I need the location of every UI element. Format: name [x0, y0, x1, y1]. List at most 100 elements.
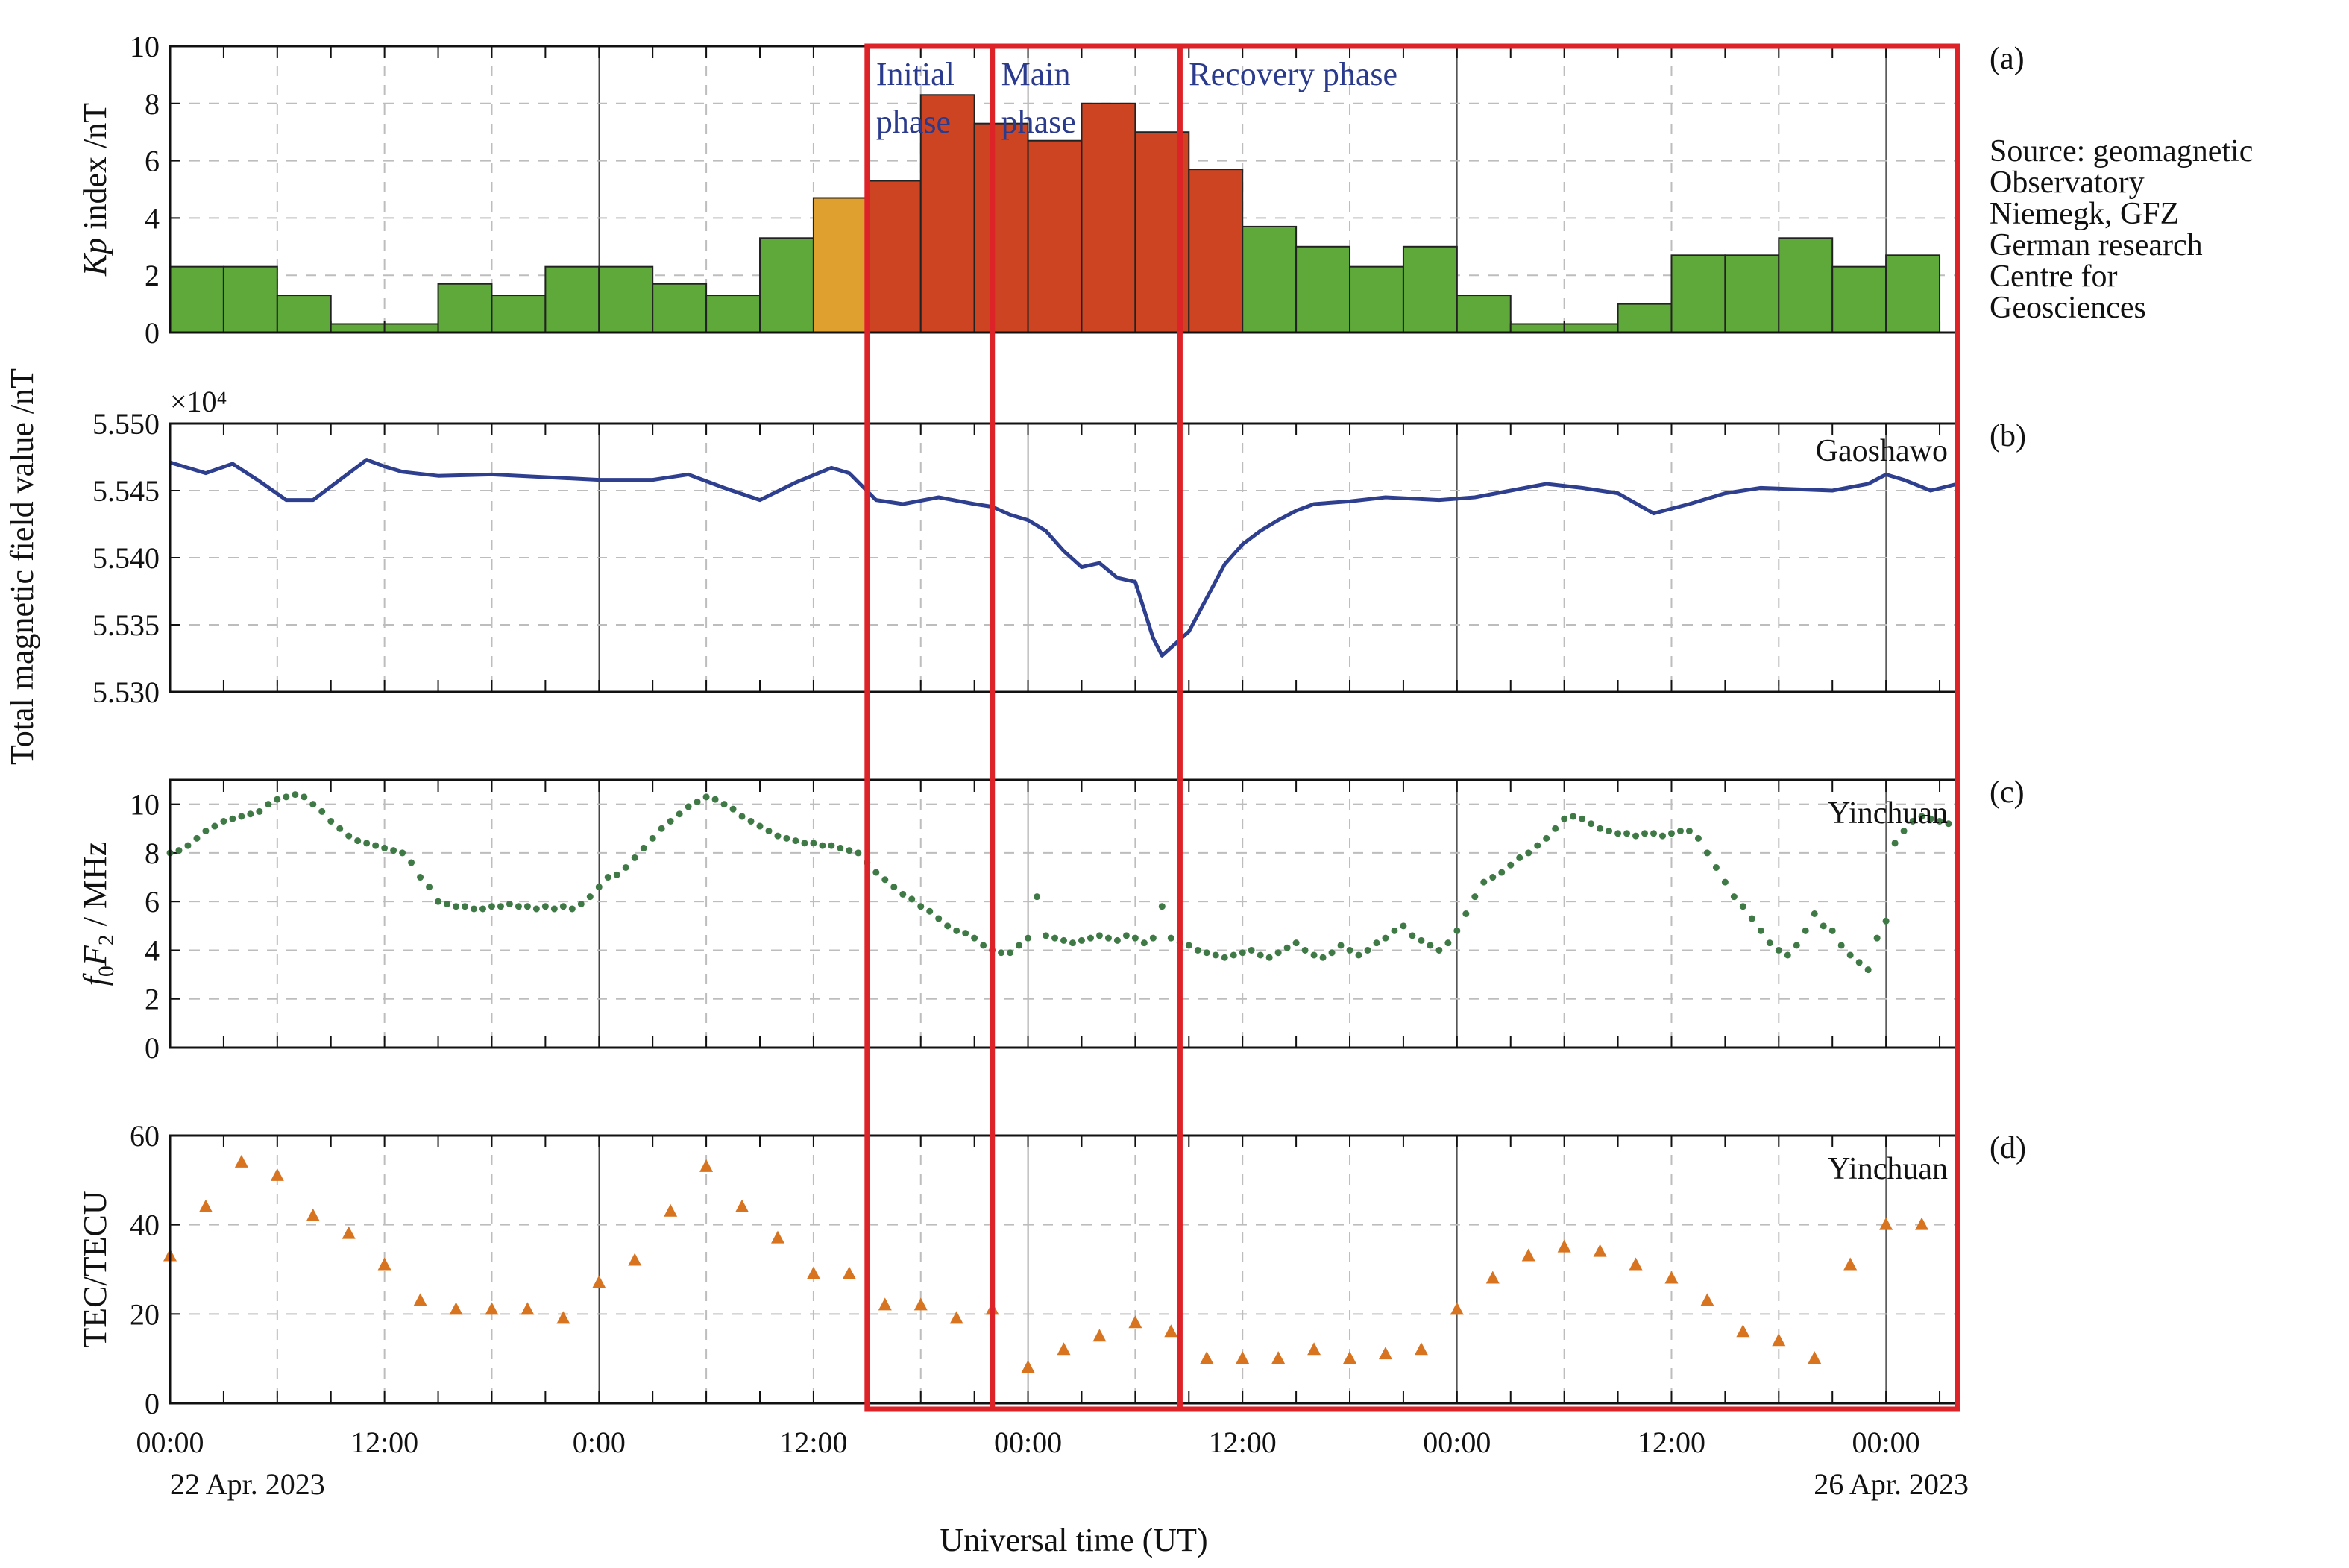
fof2-point	[1658, 832, 1666, 840]
fof2-point	[801, 840, 808, 847]
fof2-point	[1328, 949, 1336, 957]
fof2-point	[1891, 840, 1899, 847]
tec-point	[270, 1168, 284, 1181]
source-note-line: Centre for	[1990, 259, 2117, 294]
fof2-point	[1104, 934, 1112, 942]
fof2-point	[1597, 825, 1604, 832]
tec-point	[1557, 1239, 1571, 1253]
kp-bar	[491, 295, 547, 333]
fof2-point	[1918, 813, 1925, 820]
fof2-point	[1016, 942, 1023, 949]
fof2-point	[515, 903, 522, 910]
fof2-point	[318, 807, 326, 815]
y-tick-label: 10	[130, 788, 160, 822]
fof2-point	[1837, 942, 1845, 949]
y-tick-label: 8	[145, 87, 160, 121]
tec-point	[664, 1203, 678, 1217]
fof2-point	[1623, 830, 1631, 837]
x-tick-label: 12:00	[779, 1426, 847, 1459]
kp-bar	[1402, 245, 1458, 333]
tec-point	[913, 1297, 928, 1311]
tec-point	[1915, 1217, 1929, 1230]
kp-bar	[1831, 265, 1887, 333]
fof2-point	[702, 793, 710, 801]
fof2-point	[729, 805, 737, 813]
kp-bar	[222, 265, 278, 333]
panel-tag-b: (b)	[1990, 419, 2026, 453]
kp-bar	[1509, 323, 1565, 334]
kp-bar	[866, 180, 922, 333]
tec-point	[306, 1208, 320, 1221]
fof2-point	[1364, 946, 1371, 954]
kp-bar	[1778, 237, 1834, 333]
tec-point	[1700, 1293, 1714, 1306]
kp-bar	[1188, 169, 1244, 333]
fof2-point	[1274, 949, 1282, 957]
fof2-point	[926, 907, 934, 915]
station-label-gaoshawo: Gaoshawo	[1816, 434, 1948, 468]
fof2-point	[1632, 832, 1640, 840]
x-axis: 00:00 12:00 0:00 12:00 00:00 12:00 00:00 12:00 0…	[136, 1426, 1919, 1459]
fof2-point	[1784, 951, 1791, 959]
kp-bar	[1456, 295, 1512, 333]
storm-phase-boxes: Initial phase Main phase Recovery phase	[864, 43, 1960, 1412]
phase-label-line2: phase	[876, 104, 951, 140]
phase-label: Recovery phase	[1189, 56, 1397, 92]
kp-bar	[330, 323, 386, 334]
fof2-point	[1579, 815, 1586, 822]
fof2-point	[453, 903, 460, 910]
fof2-point	[345, 832, 353, 840]
fof2-point	[274, 796, 281, 803]
fof2-point	[1060, 936, 1067, 944]
y-tick-label: 2	[145, 259, 160, 292]
phase-label-line2: phase	[1001, 104, 1076, 140]
fof2-point	[417, 874, 424, 881]
fof2-point	[390, 847, 397, 854]
fof2-point	[819, 842, 826, 849]
x-tick-label: 12:00	[1209, 1426, 1277, 1459]
tec-point	[735, 1199, 749, 1212]
source-note-line: Geosciences	[1990, 291, 2146, 325]
fof2-point	[1319, 954, 1327, 961]
fof2-point	[774, 832, 782, 840]
fof2-point	[1310, 951, 1318, 959]
tec-point	[1128, 1315, 1142, 1329]
fof2-point	[1113, 936, 1121, 944]
fof2-point	[586, 893, 594, 901]
fof2-point	[1095, 932, 1103, 939]
fof2-point	[1927, 815, 1934, 822]
fof2-point	[1212, 951, 1219, 959]
fof2-point	[1185, 942, 1192, 949]
kp-y-axis-title: Kp index /nT	[77, 103, 113, 277]
fof2-point	[631, 854, 638, 861]
fof2-point	[1570, 813, 1577, 820]
fof2-point	[497, 903, 504, 910]
fof2-point	[1453, 927, 1461, 934]
fof2-point	[1667, 830, 1675, 837]
fof2-point	[381, 844, 389, 851]
fof2-point	[1409, 932, 1416, 939]
fof2-point	[658, 825, 665, 832]
fof2-point	[426, 884, 433, 891]
fof2-point	[1239, 949, 1246, 957]
kp-bar	[1885, 254, 1941, 334]
date-right-label: 26 Apr. 2023	[1814, 1467, 1969, 1501]
source-note-line: Observatory	[1990, 166, 2145, 200]
fof2-point	[1748, 915, 1755, 922]
fof2-point	[238, 813, 245, 820]
fof2-point	[1712, 863, 1720, 871]
fof2-point	[738, 813, 746, 820]
fof2-point	[685, 803, 692, 810]
fof2-point	[247, 810, 254, 818]
tec-point	[878, 1297, 892, 1311]
fof2-point	[1025, 934, 1032, 942]
fof2-point	[1588, 820, 1595, 828]
kp-bar	[383, 323, 439, 334]
fof2-point	[1248, 946, 1255, 954]
fof2-point	[881, 876, 889, 884]
fof2-point	[1489, 874, 1497, 881]
fof2-point	[1820, 922, 1827, 930]
fof2-point	[1873, 934, 1881, 942]
fof2-point	[810, 840, 817, 847]
fof2-point	[1194, 946, 1201, 954]
